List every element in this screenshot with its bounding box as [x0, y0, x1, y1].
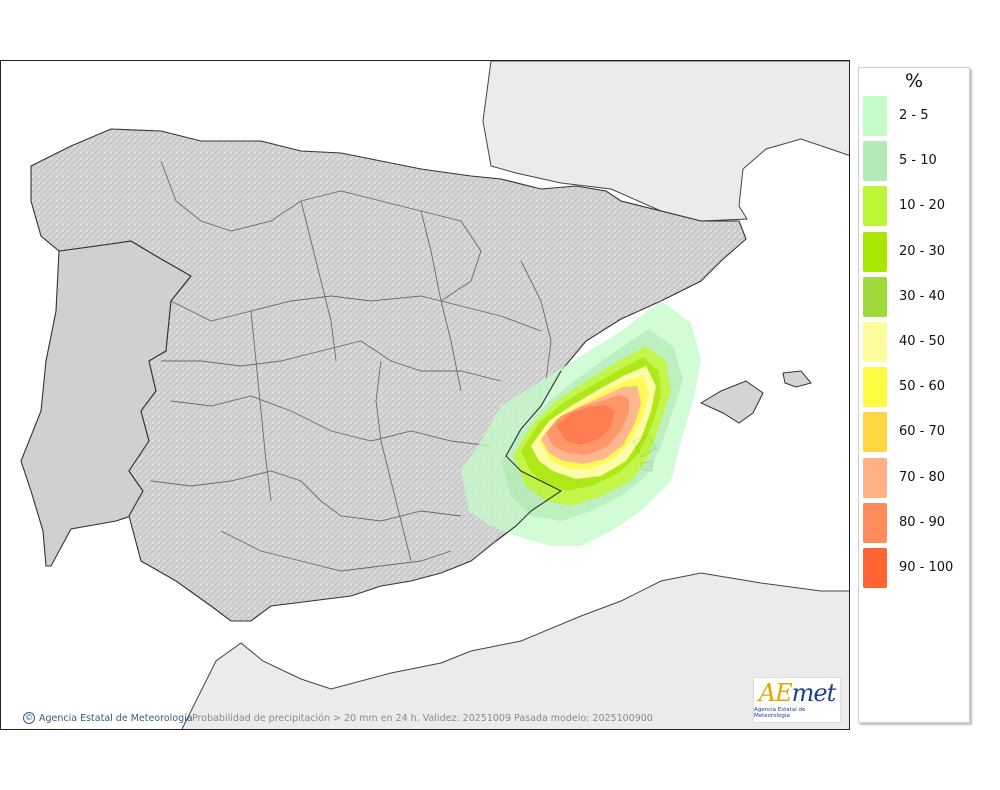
agency-credit-text: Agencia Estatal de Meteorología: [39, 712, 193, 724]
legend-swatch: [863, 141, 887, 182]
legend-swatch: [863, 367, 887, 408]
mallorca: [699, 380, 764, 424]
africa-land: [181, 572, 849, 729]
legend-item: 2 - 5: [863, 96, 967, 136]
legend-label: 20 - 30: [899, 243, 946, 259]
legend-title: %: [904, 70, 924, 92]
legend-swatch: [863, 276, 887, 317]
legend-swatch: [863, 96, 887, 136]
legend-panel: % 2 - 5 5 - 10 10 - 20 20 - 30 30 - 40 40 - 5…: [858, 67, 970, 723]
legend-item: 20 - 30: [863, 231, 967, 272]
legend-label: 50 - 60: [899, 379, 946, 395]
legend-item: 40 - 50: [863, 322, 967, 362]
legend-swatch: [863, 548, 887, 588]
agency-credit: © Agencia Estatal de Meteorología: [23, 712, 193, 724]
map-panel: © Agencia Estatal de Meteorología Probab…: [0, 60, 850, 730]
legend-swatch: [863, 502, 887, 543]
legend-swatch: [863, 231, 887, 272]
copyright-icon: ©: [23, 712, 35, 724]
legend-label: 90 - 100: [899, 560, 954, 575]
legend-label: 60 - 70: [899, 424, 946, 440]
legend-item: 30 - 40: [863, 276, 967, 317]
legend-item: 90 - 100: [863, 548, 967, 588]
menorca: [782, 370, 812, 388]
region-borders: [150, 160, 552, 572]
legend-label: 80 - 90: [899, 514, 946, 530]
east-coast-line: [495, 370, 563, 542]
legend-item: 5 - 10: [863, 141, 967, 182]
legend-item: 10 - 20: [863, 186, 967, 227]
legend-label: 30 - 40: [899, 288, 946, 304]
legend-label: 40 - 50: [899, 334, 946, 349]
legend-swatch: [863, 457, 887, 498]
legend-swatch: [863, 412, 887, 453]
legend-item: 50 - 60: [863, 367, 967, 408]
iberia-map: [20, 61, 849, 729]
legend-label: 5 - 10: [899, 153, 937, 169]
france-land: [482, 61, 849, 222]
precipitation-shading: [461, 301, 701, 546]
legend-item: 80 - 90: [863, 502, 967, 543]
legend-label: 70 - 80: [899, 469, 946, 485]
legend-swatch: [863, 186, 887, 227]
legend-label: 2 - 5: [899, 108, 929, 123]
legend-item: 70 - 80: [863, 457, 967, 498]
aemet-logo: AEmet Agencia Estatal de Meteorología: [753, 677, 841, 723]
legend-item: 60 - 70: [863, 412, 967, 453]
legend-label: 10 - 20: [899, 198, 946, 214]
map-caption: Probabilidad de precipitación > 20 mm en…: [192, 713, 653, 724]
legend-swatch: [863, 322, 887, 362]
